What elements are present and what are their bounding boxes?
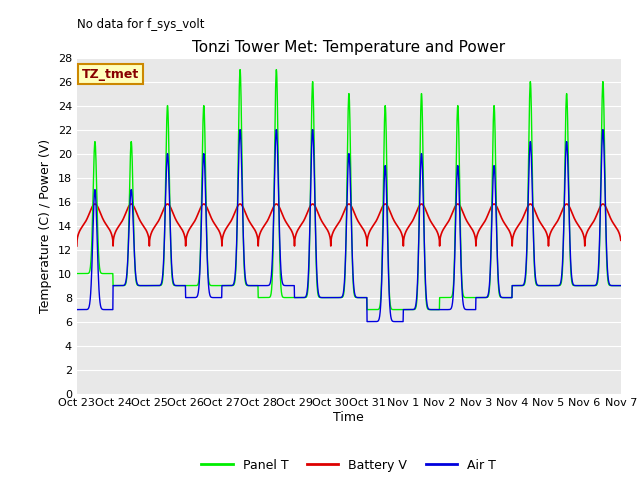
Legend: Panel T, Battery V, Air T: Panel T, Battery V, Air T xyxy=(196,454,501,477)
X-axis label: Time: Time xyxy=(333,411,364,424)
Text: No data for f_sys_volt: No data for f_sys_volt xyxy=(77,18,204,31)
Title: Tonzi Tower Met: Temperature and Power: Tonzi Tower Met: Temperature and Power xyxy=(192,40,506,55)
Y-axis label: Temperature (C) / Power (V): Temperature (C) / Power (V) xyxy=(39,139,52,312)
Text: TZ_tmet: TZ_tmet xyxy=(82,68,140,81)
